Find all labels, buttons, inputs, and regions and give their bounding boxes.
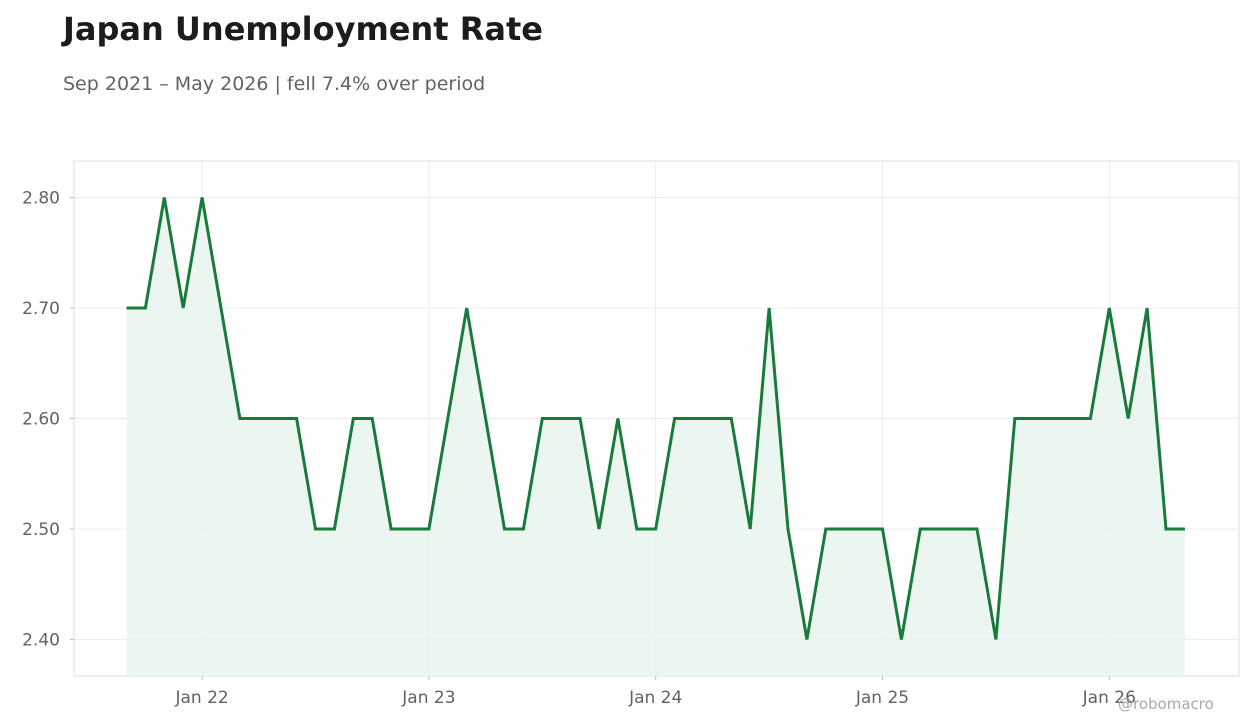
y-tick-label: 2.60 [22,410,60,430]
x-tick-label: Jan 25 [855,688,909,708]
y-tick-label: 2.80 [22,188,60,208]
y-tick-label: 2.50 [22,520,60,540]
x-axis: Jan 22 Jan 23 Jan 24 Jan 25 Jan 26 [174,676,1136,708]
x-tick-label: Jan 23 [401,688,455,708]
x-tick-label: Jan 22 [174,688,228,708]
y-axis: 2.80 2.70 2.60 2.50 2.40 [22,188,74,651]
watermark: @robomacro [1118,695,1214,713]
area-fill [126,197,1185,676]
x-tick-label: Jan 26 [1082,688,1136,708]
chart-subtitle: Sep 2021 – May 2026 | fell 7.4% over per… [63,73,486,95]
y-tick-label: 2.40 [22,631,60,651]
series-line [126,197,1185,640]
chart-title: Japan Unemployment Rate [63,10,543,48]
y-tick-label: 2.70 [22,299,60,319]
x-tick-label: Jan 24 [628,688,682,708]
